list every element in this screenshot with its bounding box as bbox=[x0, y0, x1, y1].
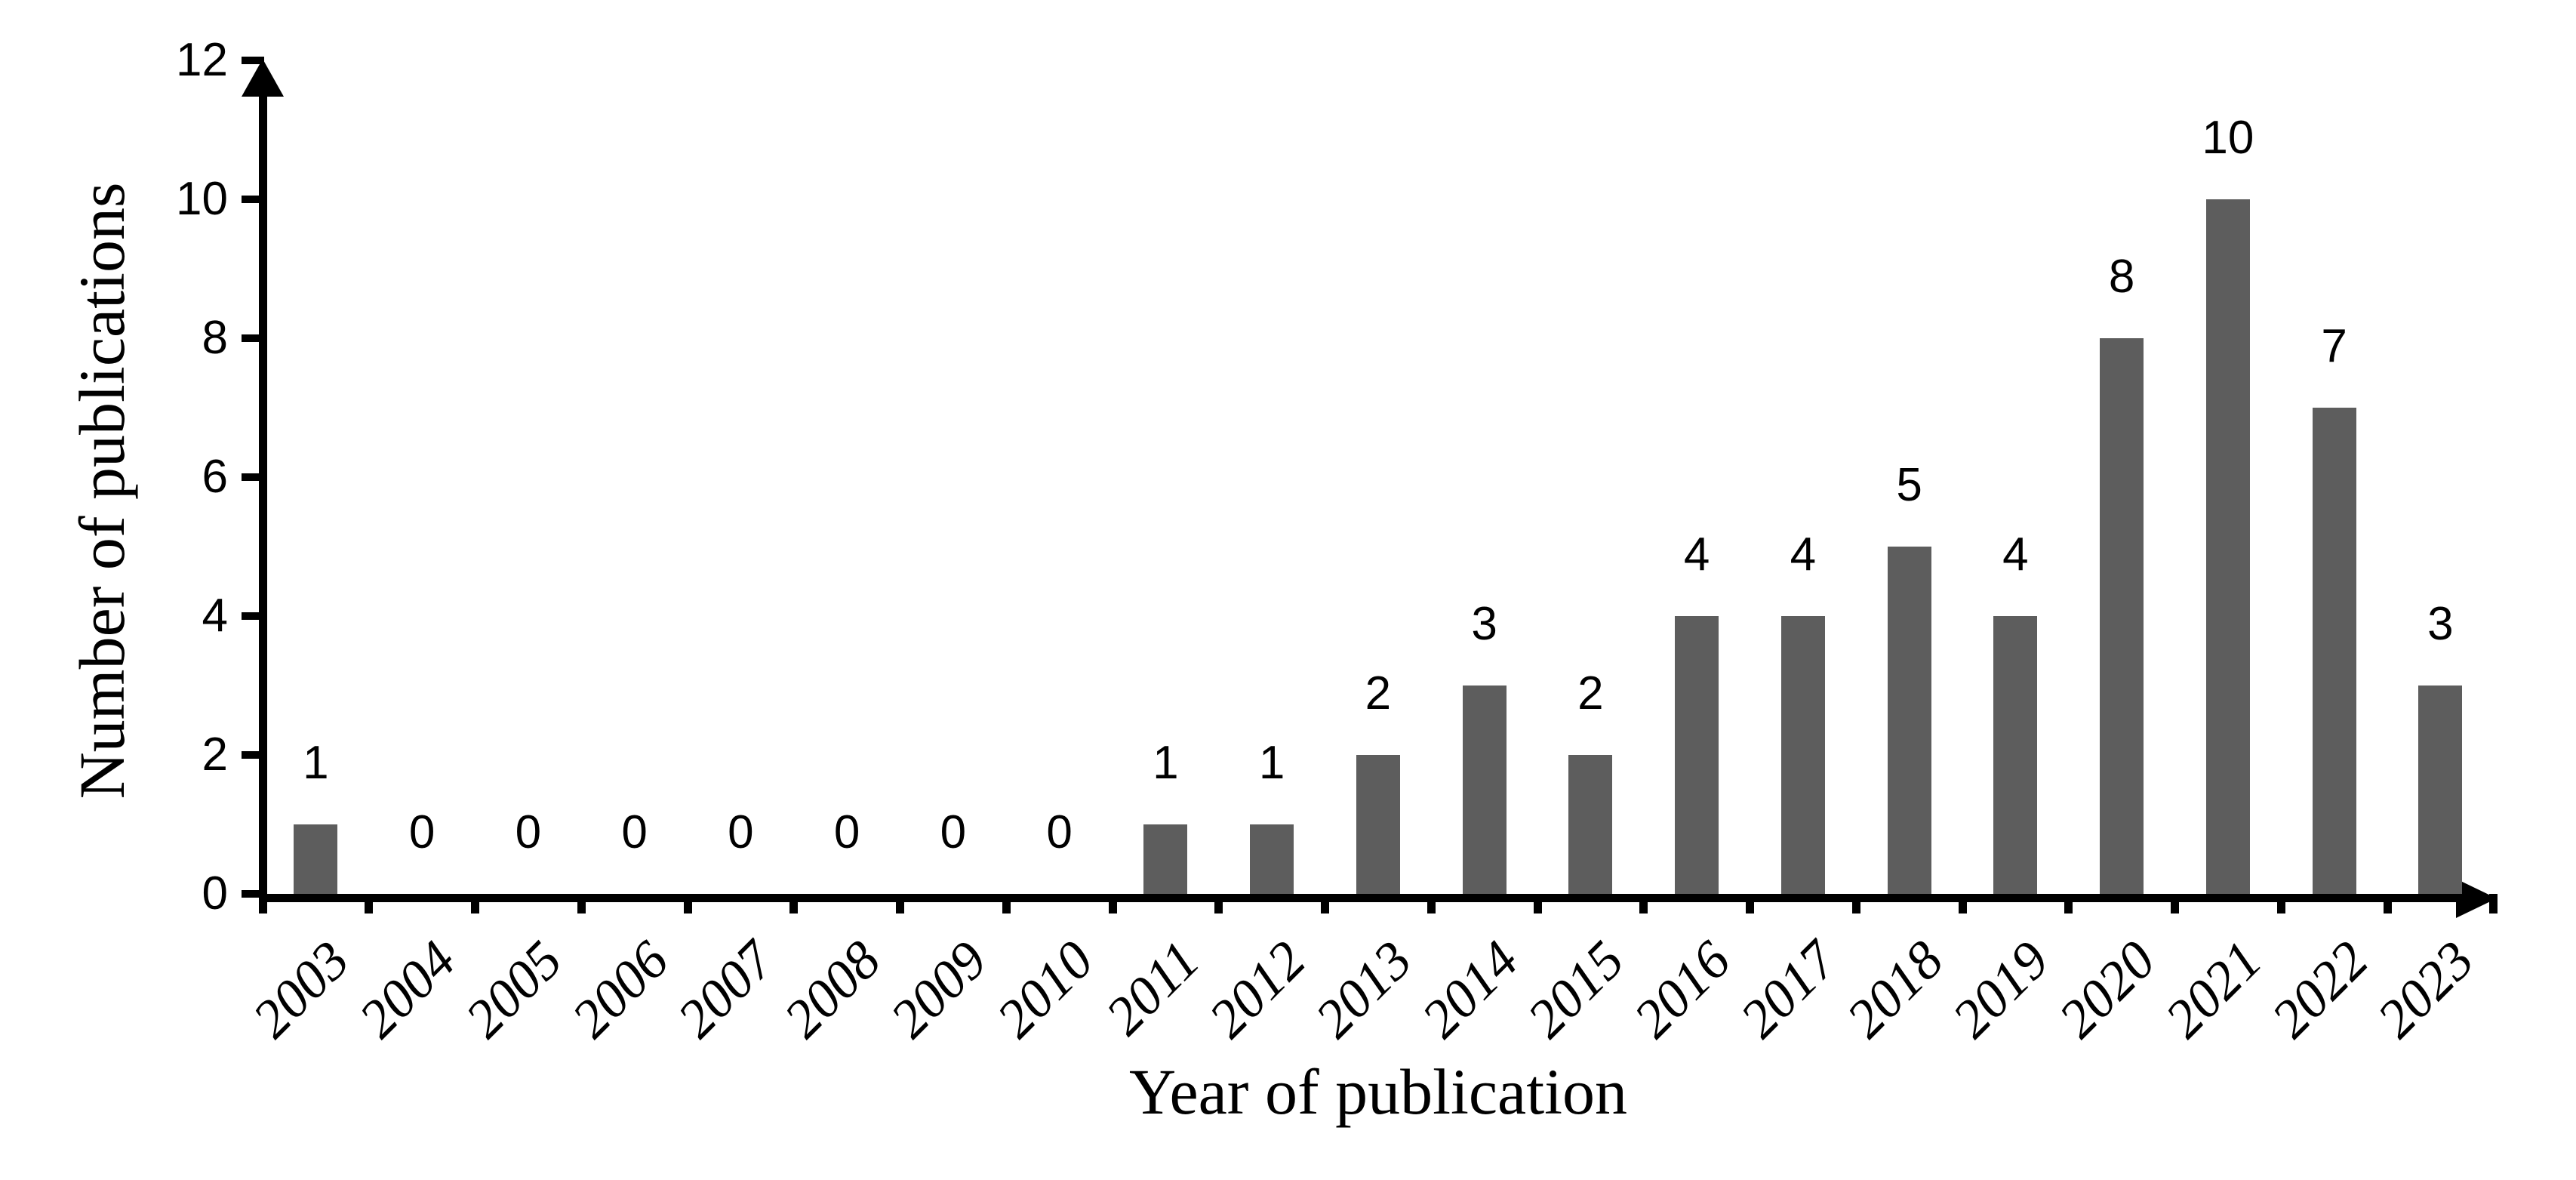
y-tick bbox=[242, 473, 264, 481]
y-tick bbox=[242, 57, 264, 64]
bar bbox=[2418, 686, 2463, 894]
y-tick bbox=[242, 196, 264, 203]
x-category-label: 2019 bbox=[1940, 929, 2061, 1049]
x-tick bbox=[577, 894, 586, 913]
y-axis-line bbox=[259, 83, 267, 902]
bar-value-label: 0 bbox=[621, 806, 648, 858]
x-category-label: 2009 bbox=[879, 929, 999, 1049]
y-axis-arrowhead-icon bbox=[242, 59, 284, 97]
x-tick bbox=[258, 894, 267, 913]
x-category-label: 2006 bbox=[559, 929, 680, 1049]
x-tick bbox=[1426, 894, 1436, 913]
bar-value-label: 2 bbox=[1577, 667, 1604, 719]
x-tick bbox=[1321, 894, 1329, 913]
y-tick bbox=[242, 890, 264, 898]
x-tick bbox=[1639, 894, 1648, 913]
x-category-label: 2018 bbox=[1834, 929, 1955, 1049]
bar-value-label: 2 bbox=[1365, 667, 1392, 719]
y-tick-label: 4 bbox=[202, 590, 228, 642]
x-tick bbox=[2276, 894, 2285, 913]
x-tick bbox=[1002, 894, 1011, 913]
bar-value-label: 8 bbox=[2108, 251, 2135, 303]
bar bbox=[2205, 199, 2250, 894]
x-tick bbox=[1214, 894, 1223, 913]
y-tick-label: 8 bbox=[202, 312, 228, 364]
bar bbox=[294, 824, 338, 894]
bar-value-label: 0 bbox=[940, 806, 967, 858]
x-category-label: 2014 bbox=[1409, 929, 1530, 1049]
x-tick bbox=[1851, 894, 1860, 913]
bar bbox=[1250, 824, 1294, 894]
x-tick bbox=[2489, 894, 2498, 913]
bar-value-label: 1 bbox=[1153, 737, 1179, 789]
x-category-label: 2003 bbox=[241, 929, 362, 1049]
x-tick bbox=[789, 894, 799, 913]
bar bbox=[1675, 616, 1719, 894]
bar-value-label: 0 bbox=[408, 806, 435, 858]
bar bbox=[2312, 408, 2356, 894]
x-tick bbox=[2383, 894, 2392, 913]
x-tick bbox=[1533, 894, 1542, 913]
x-tick bbox=[1958, 894, 1967, 913]
bar-value-label: 1 bbox=[1258, 737, 1285, 789]
y-tick-label: 6 bbox=[202, 451, 228, 503]
x-category-label: 2013 bbox=[1303, 929, 1423, 1049]
bar-value-label: 1 bbox=[303, 737, 329, 789]
y-tick-label: 12 bbox=[176, 34, 228, 86]
bar bbox=[1993, 616, 2038, 894]
x-category-label: 2023 bbox=[2365, 929, 2486, 1049]
bar-value-label: 4 bbox=[2002, 528, 2029, 581]
x-tick bbox=[896, 894, 904, 913]
x-tick bbox=[1108, 894, 1117, 913]
bar-value-label: 0 bbox=[833, 806, 860, 858]
bar-value-label: 7 bbox=[2321, 320, 2347, 372]
y-tick-label: 0 bbox=[202, 867, 228, 920]
x-category-label: 2017 bbox=[1728, 929, 1848, 1049]
bar bbox=[1887, 547, 1931, 894]
bar-value-label: 3 bbox=[1471, 598, 1497, 650]
x-category-label: 2021 bbox=[2153, 929, 2273, 1049]
bar-value-label: 0 bbox=[1046, 806, 1073, 858]
x-tick bbox=[1746, 894, 1754, 913]
x-category-label: 2020 bbox=[2047, 929, 2167, 1049]
bar bbox=[1356, 755, 1400, 894]
x-tick bbox=[471, 894, 479, 913]
x-category-label: 2011 bbox=[1094, 929, 1211, 1046]
x-axis-title-box: Year of publication bbox=[263, 1055, 2494, 1128]
bar-value-label: 0 bbox=[728, 806, 754, 858]
x-category-label: 2016 bbox=[1622, 929, 1742, 1049]
bar-value-label: 4 bbox=[1790, 528, 1817, 581]
bar bbox=[1568, 755, 1613, 894]
x-category-label: 2005 bbox=[454, 929, 574, 1049]
y-tick-label: 10 bbox=[176, 173, 228, 225]
bar-value-label: 5 bbox=[1896, 459, 1922, 511]
x-category-label: 2015 bbox=[1516, 929, 1636, 1049]
x-tick bbox=[365, 894, 374, 913]
x-category-label: 2012 bbox=[1197, 929, 1317, 1049]
y-tick bbox=[242, 334, 264, 342]
bar-value-label: 0 bbox=[515, 806, 542, 858]
y-tick bbox=[242, 612, 264, 620]
bar bbox=[1462, 686, 1507, 894]
bar-value-label: 4 bbox=[1683, 528, 1710, 581]
x-category-label: 2007 bbox=[666, 929, 786, 1049]
y-tick bbox=[242, 751, 264, 759]
x-axis-line bbox=[259, 894, 2458, 902]
bar bbox=[1143, 824, 1188, 894]
x-tick bbox=[2064, 894, 2073, 913]
bar bbox=[1780, 616, 1825, 894]
bar bbox=[2100, 338, 2144, 894]
x-category-label: 2022 bbox=[2259, 929, 2380, 1049]
x-category-label: 2008 bbox=[772, 929, 892, 1049]
x-category-label: 2010 bbox=[984, 929, 1105, 1049]
x-tick bbox=[2171, 894, 2179, 913]
x-tick bbox=[683, 894, 692, 913]
bar-value-label: 3 bbox=[2427, 598, 2454, 650]
bar-value-label: 10 bbox=[2202, 112, 2254, 164]
x-category-label: 2004 bbox=[347, 929, 467, 1049]
y-tick-label: 2 bbox=[202, 729, 228, 781]
x-axis-title: Year of publication bbox=[1128, 1055, 1628, 1128]
